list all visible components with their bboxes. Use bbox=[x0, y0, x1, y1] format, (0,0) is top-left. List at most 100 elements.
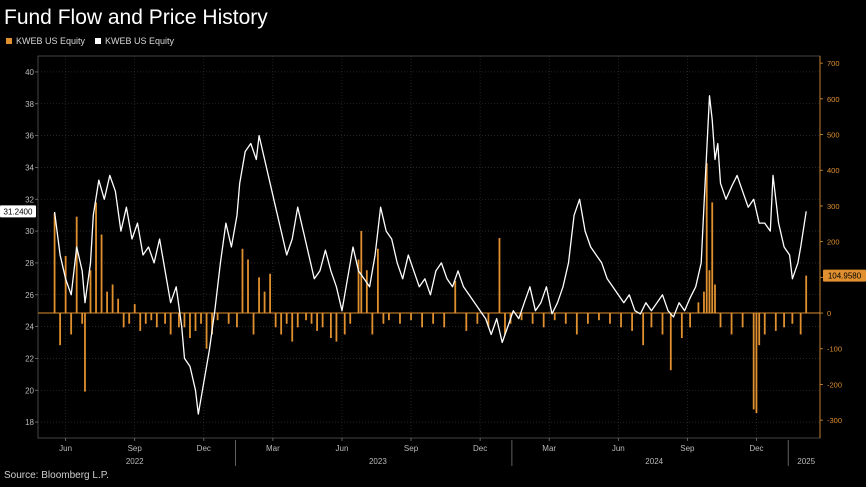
left-axis-tick-label: 34 bbox=[25, 163, 34, 172]
flow-bar bbox=[280, 313, 283, 335]
flow-bar bbox=[504, 313, 506, 335]
flow-bar bbox=[321, 313, 324, 328]
flow-bar bbox=[758, 313, 761, 346]
x-axis-year-label: 2024 bbox=[645, 457, 663, 466]
plot-frame bbox=[37, 55, 821, 439]
legend-item-flow[interactable]: KWEB US Equity bbox=[6, 36, 85, 46]
right-axis-tick-label: -300 bbox=[827, 416, 842, 425]
price-last-value-box bbox=[0, 205, 36, 218]
flow-bar bbox=[714, 284, 716, 314]
flow-bar bbox=[631, 313, 633, 331]
flow-bar bbox=[189, 313, 191, 339]
right-axis-tick-label: 200 bbox=[827, 238, 840, 247]
flow-bar bbox=[164, 313, 167, 324]
flow-bar bbox=[421, 313, 423, 328]
flow-bar bbox=[169, 313, 172, 335]
flow-bar bbox=[487, 313, 490, 328]
flow-bar bbox=[227, 313, 230, 324]
flow-bar bbox=[139, 313, 142, 331]
flow-bar bbox=[274, 313, 277, 328]
flow-bar bbox=[236, 313, 238, 328]
x-axis-year-label: 2023 bbox=[369, 457, 387, 466]
flow-bar bbox=[697, 302, 700, 314]
flow-bar bbox=[805, 275, 808, 314]
flow-bar bbox=[343, 313, 346, 335]
legend-label-price: KWEB US Equity bbox=[105, 36, 175, 46]
flow-bar bbox=[388, 313, 390, 321]
flow-bar bbox=[705, 163, 708, 314]
flow-bar bbox=[81, 313, 84, 324]
flow-bar bbox=[247, 259, 249, 314]
flow-bar bbox=[741, 313, 744, 328]
flow-bar bbox=[586, 313, 589, 324]
flow-bar bbox=[150, 313, 153, 321]
flow-bar bbox=[376, 248, 379, 314]
flow-last-value-label: 104.9580 bbox=[828, 272, 862, 281]
flow-bar bbox=[64, 255, 67, 314]
right-axis-tick-label: 600 bbox=[827, 95, 840, 104]
left-axis-tick-label: 30 bbox=[25, 227, 34, 236]
flow-bar bbox=[310, 313, 313, 324]
flow-bar bbox=[100, 234, 103, 314]
flow-bar bbox=[642, 313, 645, 346]
flow-bar bbox=[122, 313, 125, 328]
flow-bar bbox=[719, 313, 722, 328]
flow-bar bbox=[144, 313, 147, 324]
flow-bar bbox=[443, 313, 446, 328]
legend-swatch-price bbox=[95, 38, 102, 44]
flow-bar bbox=[84, 313, 86, 392]
flow-bar bbox=[178, 313, 180, 328]
flow-bar bbox=[296, 313, 299, 328]
legend-item-price[interactable]: KWEB US Equity bbox=[95, 36, 174, 46]
x-axis-month-label: Dec bbox=[197, 444, 211, 453]
left-axis-tick-label: 38 bbox=[25, 100, 34, 109]
left-axis-tick-label: 26 bbox=[25, 291, 34, 300]
flow-bar bbox=[791, 313, 794, 324]
x-axis-month-label: Dec bbox=[473, 444, 487, 453]
x-axis-month-label: Jun bbox=[336, 444, 349, 453]
flow-bar bbox=[111, 284, 114, 314]
flow-bar bbox=[211, 313, 213, 335]
flow-bar bbox=[241, 248, 244, 314]
flow-bar bbox=[783, 313, 785, 328]
legend: KWEB US Equity KWEB US Equity bbox=[6, 36, 184, 46]
flow-bar bbox=[285, 313, 288, 324]
flow-bar bbox=[53, 213, 56, 314]
x-axis-month-label: Mar bbox=[266, 444, 280, 453]
flow-bar bbox=[95, 202, 97, 314]
x-axis-month-label: Jun bbox=[612, 444, 625, 453]
flow-bar bbox=[680, 313, 683, 339]
flow-bar bbox=[258, 277, 260, 314]
left-axis-tick-label: 18 bbox=[25, 418, 34, 427]
x-axis-year-label: 2025 bbox=[797, 457, 815, 466]
flow-bar bbox=[75, 216, 78, 314]
flow-bar bbox=[564, 313, 567, 324]
flow-bar bbox=[183, 313, 186, 328]
flow-bar bbox=[669, 313, 672, 371]
left-axis-tick-label: 22 bbox=[25, 354, 34, 363]
flow-bar bbox=[200, 313, 202, 324]
left-axis-tick-label: 28 bbox=[25, 259, 34, 268]
flow-bar bbox=[330, 313, 332, 339]
chart-title: Fund Flow and Price History bbox=[4, 6, 268, 29]
flow-bar bbox=[70, 313, 73, 335]
flow-bar bbox=[476, 313, 479, 324]
flow-bar bbox=[360, 230, 363, 314]
left-axis-tick-label: 32 bbox=[25, 195, 34, 204]
flow-bar bbox=[465, 313, 468, 331]
flow-bar bbox=[774, 313, 777, 331]
price-line bbox=[53, 95, 807, 415]
flow-bar bbox=[752, 313, 755, 410]
flow-bar bbox=[117, 298, 120, 314]
flow-bar bbox=[371, 313, 374, 335]
flow-bar bbox=[357, 259, 360, 314]
legend-swatch-flow bbox=[6, 38, 12, 44]
flow-bar bbox=[432, 313, 435, 324]
flow-bar bbox=[269, 273, 272, 314]
flow-bar bbox=[305, 313, 307, 321]
flow-bar bbox=[106, 291, 108, 314]
right-axis-tick-label: -200 bbox=[827, 380, 842, 389]
flow-bar bbox=[316, 313, 318, 331]
left-axis-tick-label: 40 bbox=[25, 68, 34, 77]
